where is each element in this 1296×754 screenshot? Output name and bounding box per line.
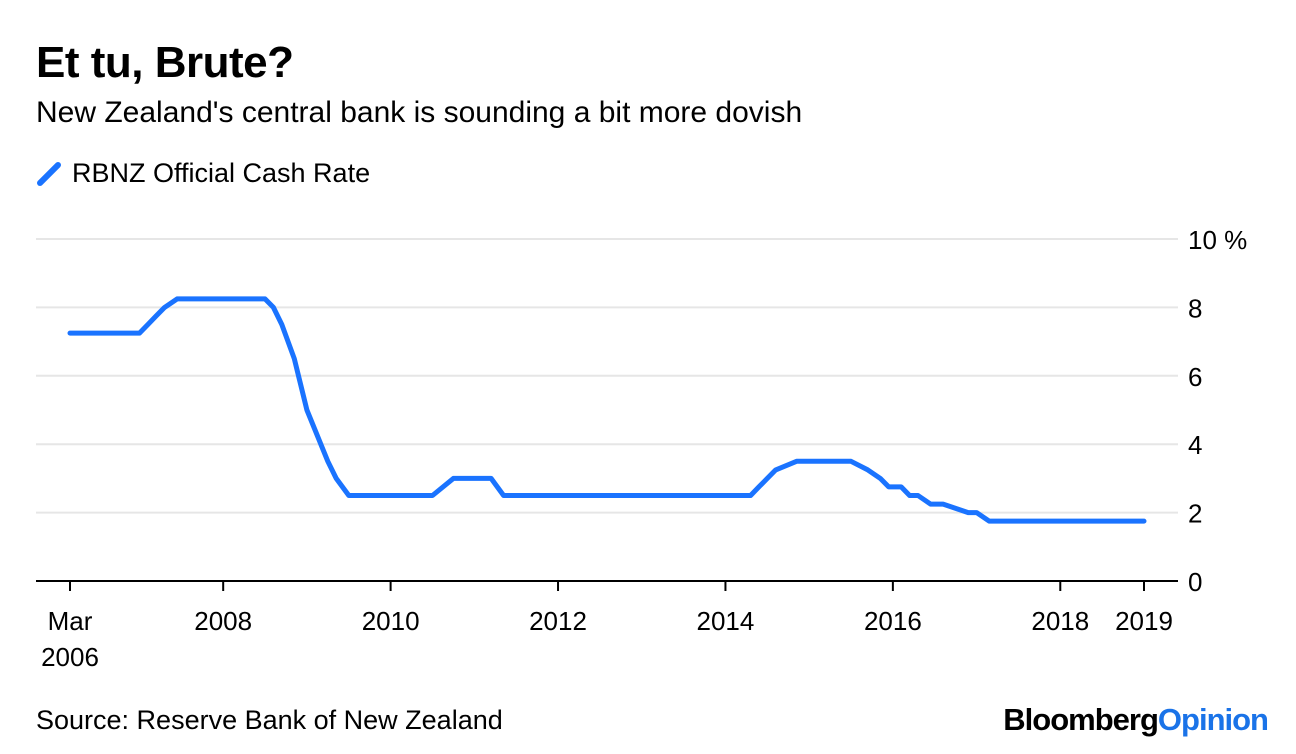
series-line-ocr (67, 296, 1147, 524)
x-tick-label: Mar (48, 606, 93, 636)
y-tick-label: 4 (1188, 430, 1202, 460)
x-tick-label: 2008 (194, 606, 252, 636)
legend-swatch-icon (37, 161, 61, 186)
brand-main: Bloomberg (1003, 702, 1159, 737)
y-tick-label: 8 (1188, 293, 1202, 323)
source-note: Source: Reserve Bank of New Zealand (36, 705, 503, 735)
x-tick-label: 2014 (697, 606, 755, 636)
x-tick-label: 2018 (1031, 606, 1089, 636)
y-tick-label: 10 % (1188, 225, 1247, 255)
chart-subtitle: New Zealand's central bank is sounding a… (36, 96, 803, 129)
x-tick-label: 2012 (529, 606, 587, 636)
y-tick-label: 6 (1188, 362, 1202, 392)
legend: RBNZ Official Cash Rate (36, 158, 370, 189)
y-tick-label: 0 (1188, 567, 1202, 597)
chart-title: Et tu, Brute? (36, 38, 294, 87)
x-tick-label: 2016 (864, 606, 922, 636)
x-tick-label: 2010 (362, 606, 420, 636)
y-tick-label: 2 (1188, 499, 1202, 529)
brand-logo: BloombergOpinion (1003, 702, 1269, 738)
brand-accent: Opinion (1157, 702, 1269, 737)
x-tick-label: 2019 (1115, 606, 1173, 636)
legend-label: RBNZ Official Cash Rate (72, 158, 371, 188)
x-tick-label-year: 2006 (41, 642, 99, 672)
